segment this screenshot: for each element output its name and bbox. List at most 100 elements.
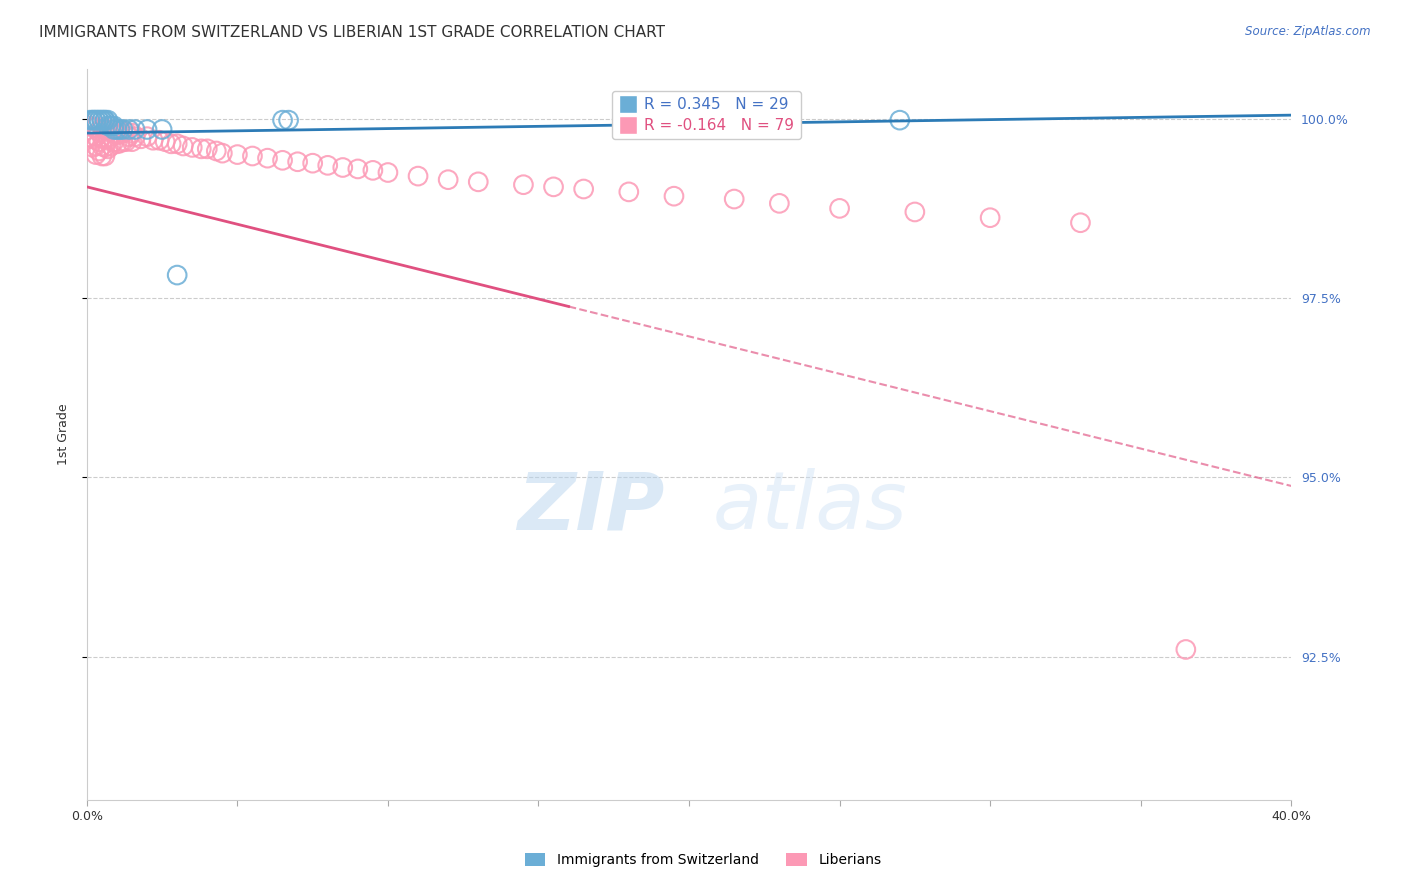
- Point: [90, 113, 112, 128]
- Point: [1174, 642, 1197, 657]
- Point: [84, 129, 107, 144]
- Text: atlas: atlas: [713, 468, 908, 547]
- Point: [136, 129, 159, 144]
- Point: [662, 189, 685, 203]
- Point: [226, 147, 249, 161]
- Point: [94, 132, 117, 146]
- Point: [512, 178, 534, 192]
- Point: [166, 268, 188, 282]
- Point: [82, 140, 104, 154]
- Point: [301, 156, 323, 170]
- Point: [94, 122, 117, 136]
- Point: [87, 113, 110, 128]
- Text: ZIP: ZIP: [517, 468, 665, 547]
- Point: [105, 128, 128, 142]
- Point: [543, 179, 565, 194]
- Point: [205, 144, 228, 158]
- Point: [82, 132, 104, 146]
- Point: [361, 163, 384, 178]
- Point: [166, 136, 188, 151]
- Point: [160, 136, 183, 151]
- Point: [82, 113, 104, 128]
- Point: [115, 125, 138, 139]
- Point: [979, 211, 1001, 225]
- Point: [105, 136, 128, 151]
- Point: [271, 153, 294, 168]
- Point: [100, 119, 122, 133]
- Point: [103, 135, 125, 149]
- Text: Source: ZipAtlas.com: Source: ZipAtlas.com: [1246, 25, 1371, 38]
- Point: [148, 133, 170, 147]
- Point: [94, 149, 117, 163]
- Point: [87, 144, 110, 158]
- Point: [84, 120, 107, 135]
- Point: [79, 129, 101, 144]
- Point: [97, 133, 120, 147]
- Point: [108, 122, 131, 136]
- Point: [256, 151, 278, 165]
- Point: [124, 129, 146, 144]
- Point: [87, 113, 110, 128]
- Point: [84, 113, 107, 128]
- Point: [828, 202, 851, 216]
- Point: [84, 113, 107, 128]
- Point: [111, 122, 134, 136]
- Point: [377, 165, 399, 179]
- Text: IMMIGRANTS FROM SWITZERLAND VS LIBERIAN 1ST GRADE CORRELATION CHART: IMMIGRANTS FROM SWITZERLAND VS LIBERIAN …: [39, 25, 665, 40]
- Point: [90, 129, 112, 144]
- Point: [87, 125, 110, 139]
- Point: [723, 192, 745, 206]
- Point: [100, 139, 122, 153]
- Point: [97, 125, 120, 139]
- Point: [347, 161, 370, 176]
- Point: [467, 175, 489, 189]
- Point: [195, 142, 218, 156]
- Legend: Immigrants from Switzerland, Liberians: Immigrants from Switzerland, Liberians: [517, 847, 889, 874]
- Point: [90, 120, 112, 135]
- Point: [121, 135, 143, 149]
- Point: [181, 140, 204, 154]
- Point: [172, 139, 194, 153]
- Point: [84, 139, 107, 153]
- Point: [136, 122, 159, 136]
- Point: [90, 149, 112, 163]
- Point: [124, 122, 146, 136]
- Point: [103, 119, 125, 133]
- Point: [94, 140, 117, 154]
- Point: [287, 154, 309, 169]
- Point: [153, 135, 176, 149]
- Point: [105, 122, 128, 136]
- Point: [617, 185, 640, 199]
- Point: [100, 129, 122, 144]
- Point: [100, 119, 122, 133]
- Point: [87, 135, 110, 149]
- Point: [108, 128, 131, 142]
- Point: [90, 139, 112, 153]
- Y-axis label: 1st Grade: 1st Grade: [58, 403, 70, 465]
- Point: [94, 113, 117, 128]
- Point: [768, 196, 790, 211]
- Point: [97, 142, 120, 156]
- Point: [406, 169, 429, 183]
- Point: [82, 113, 104, 128]
- Point: [190, 142, 212, 156]
- Point: [316, 158, 339, 172]
- Point: [121, 126, 143, 140]
- Point: [277, 113, 299, 128]
- Point: [108, 136, 131, 150]
- Point: [79, 113, 101, 128]
- Point: [111, 135, 134, 149]
- Point: [115, 135, 138, 149]
- Point: [1069, 216, 1091, 230]
- Point: [707, 113, 730, 128]
- Point: [904, 205, 927, 219]
- Point: [332, 161, 354, 175]
- Point: [90, 113, 112, 128]
- Point: [242, 149, 264, 163]
- Point: [84, 147, 107, 161]
- Point: [79, 119, 101, 133]
- Point: [572, 182, 595, 196]
- Point: [150, 122, 173, 136]
- Point: [97, 113, 120, 128]
- Point: [111, 126, 134, 140]
